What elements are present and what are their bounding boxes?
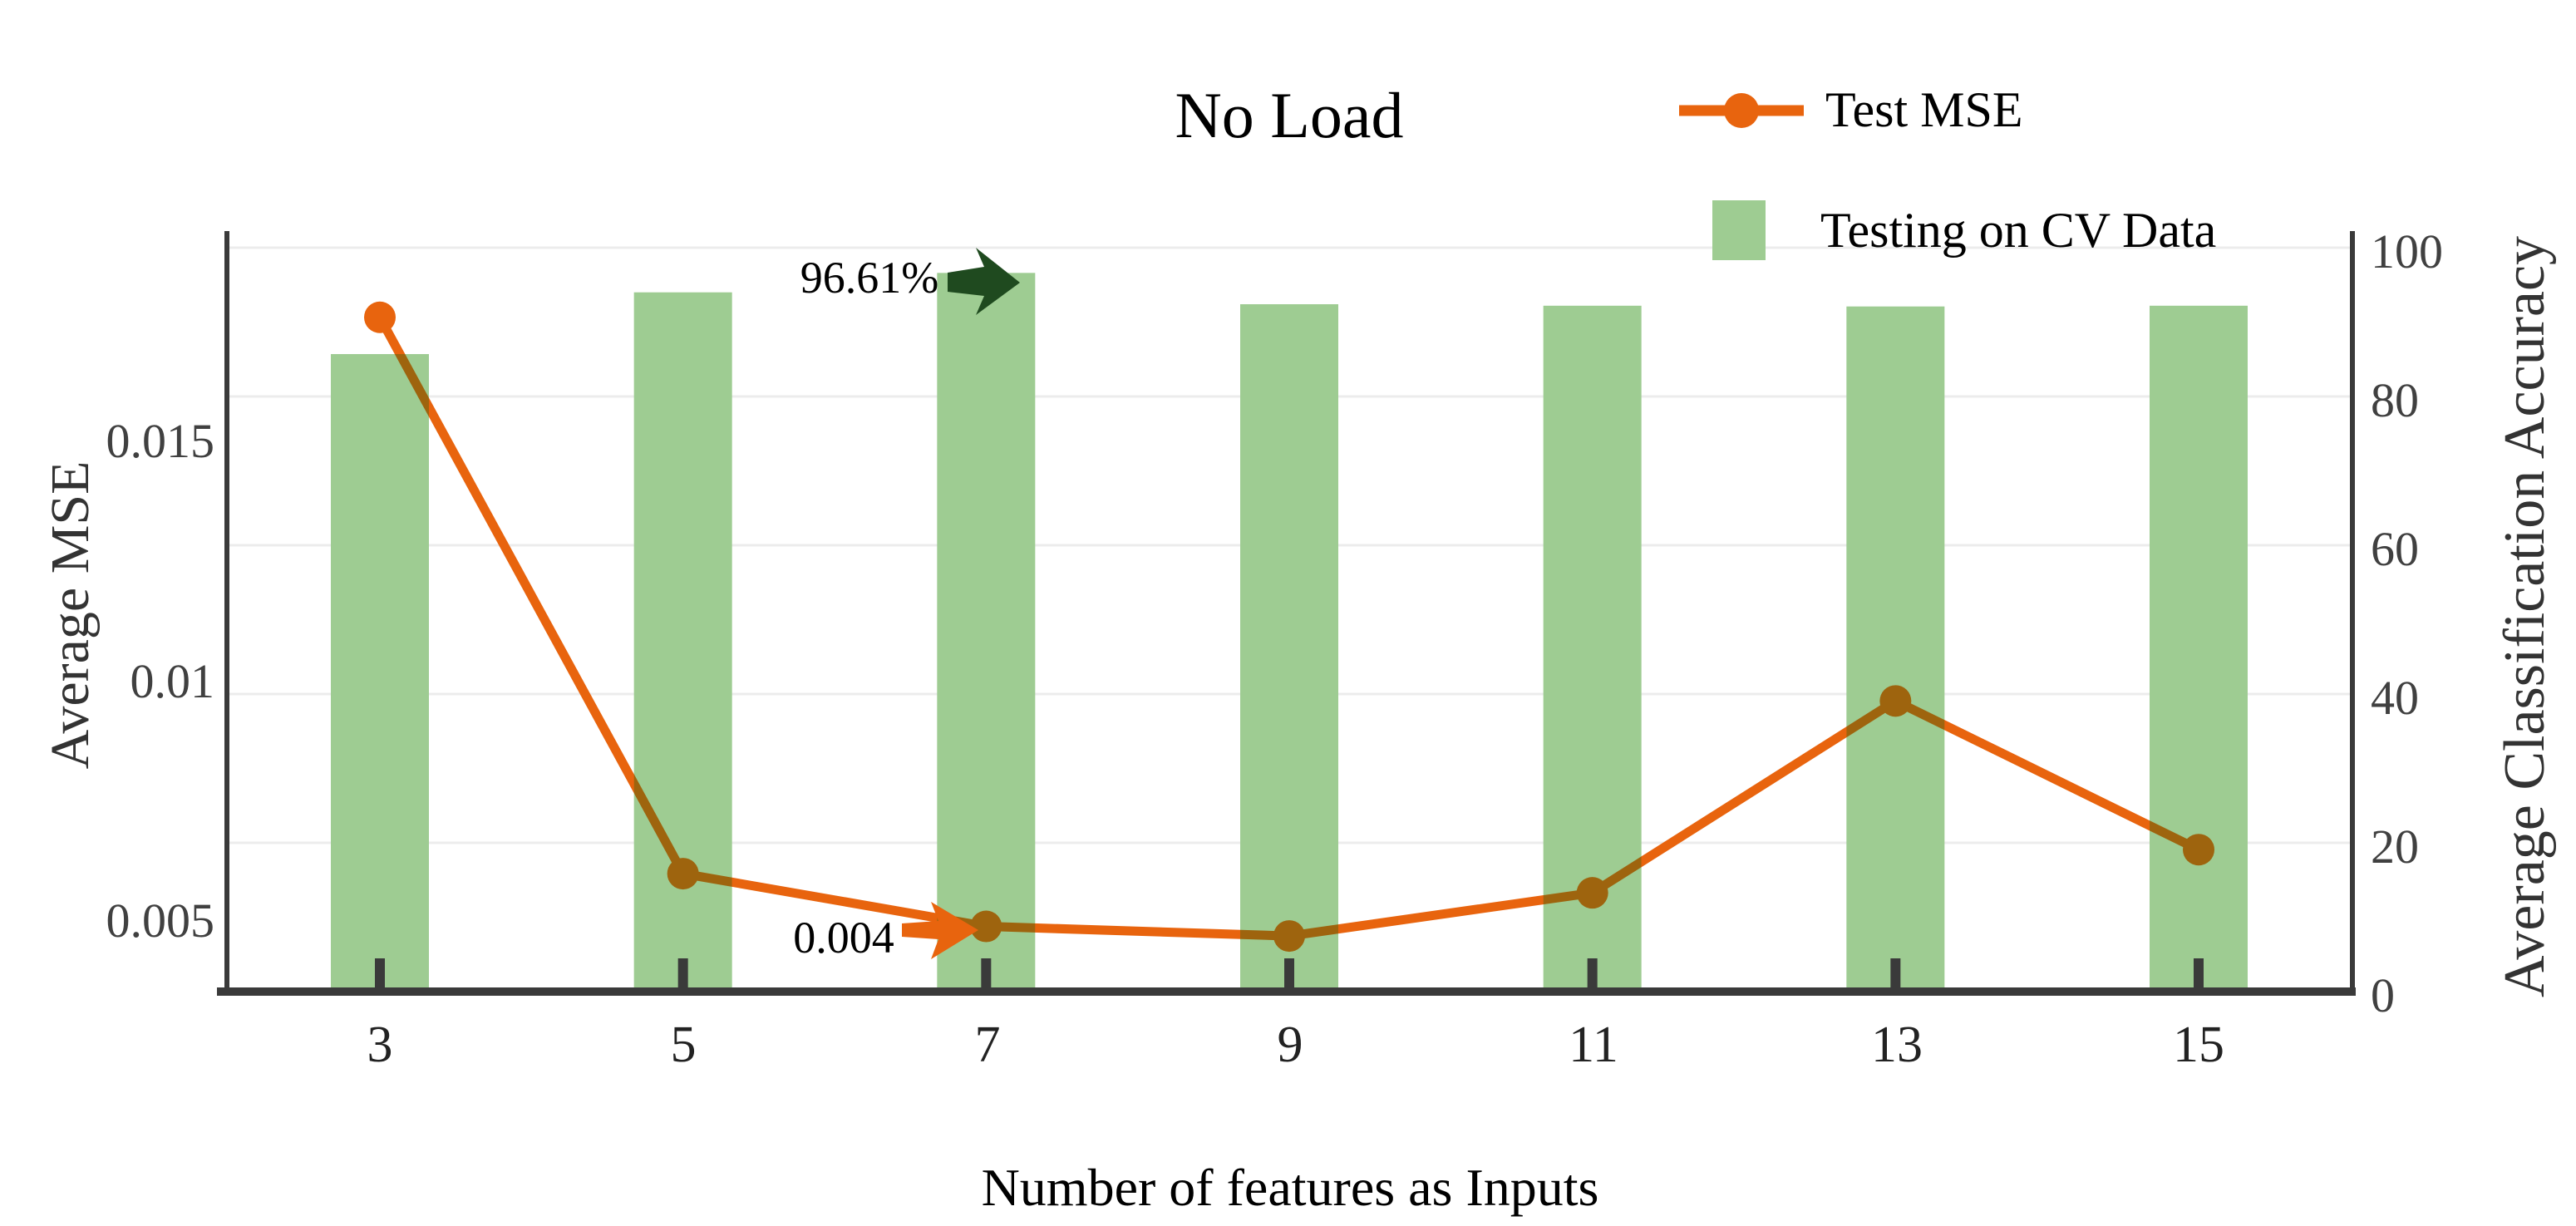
legend-item-test-mse: Test MSE [1679,81,2022,139]
x-tick-mark-7 [981,958,992,992]
x-tick-13: 13 [1871,1017,1923,1073]
chart-title: No Load [1175,79,1404,151]
legend-item-cv-data: Testing on CV Data [1712,200,2216,260]
x-axis-title: Number of features as Inputs [981,1158,1599,1217]
bar-x3 [331,353,429,992]
annotation-accuracy-9661: 96.61% [800,253,939,303]
y-tick-right-0: 0 [2371,968,2395,1022]
x-tick-mark-15 [2194,958,2204,992]
x-tick-mark-11 [1587,958,1598,992]
legend-bar-swatch-icon [1712,200,1766,260]
x-tick-9: 9 [1277,1017,1303,1073]
legend-item-label: Testing on CV Data [1820,202,2217,258]
y-tick-right-20: 20 [2371,820,2419,874]
line-marker-x3 [364,301,396,333]
bar-x13 [1846,306,1945,992]
y-tick-right-40: 40 [2371,671,2419,725]
y-tick-left-001: 0.01 [130,654,215,708]
annotation-mse-0004: 0.004 [793,913,894,963]
x-tick-5: 5 [670,1017,697,1073]
x-tick-mark-5 [677,958,688,992]
line-marker-x9 [1273,920,1306,953]
x-tick-mark-9 [1284,958,1295,992]
x-tick-7: 7 [974,1017,1001,1073]
arrow-to-line7-icon [902,902,978,959]
bar-x15 [2150,305,2248,992]
y-tick-left-0005: 0.005 [106,894,215,948]
line-marker-x13 [1879,685,1912,717]
x-tick-3: 3 [367,1017,393,1073]
x-tick-mark-3 [375,958,385,992]
line-test-mse [364,301,2215,953]
y-tick-right-100: 100 [2371,224,2443,278]
x-tick-15: 15 [2173,1017,2224,1073]
y-axis-title-left: Average MSE [40,460,101,770]
line-marker-x15 [2183,834,2215,866]
legend-line-dot-icon [1679,92,1804,128]
line-marker-x11 [1576,877,1608,909]
line-marker-x7 [970,910,1002,943]
x-tick-11: 11 [1569,1017,1618,1073]
y-tick-right-60: 60 [2371,522,2419,576]
y-tick-left-0015: 0.015 [106,414,215,468]
y-axis-title-right: Average Classification Accuracy [2493,235,2557,998]
y-tick-right-80: 80 [2371,373,2419,427]
legend-item-label: Test MSE [1825,82,2023,137]
arrow-to-bar7-icon [948,248,1020,315]
axes-layer [217,231,2356,996]
x-tick-mark-13 [1890,958,1901,992]
bar-x7 [937,273,1036,992]
line-marker-x5 [667,858,699,890]
annotation-arrows-layer [902,248,1020,959]
bar-x9 [1240,304,1339,992]
